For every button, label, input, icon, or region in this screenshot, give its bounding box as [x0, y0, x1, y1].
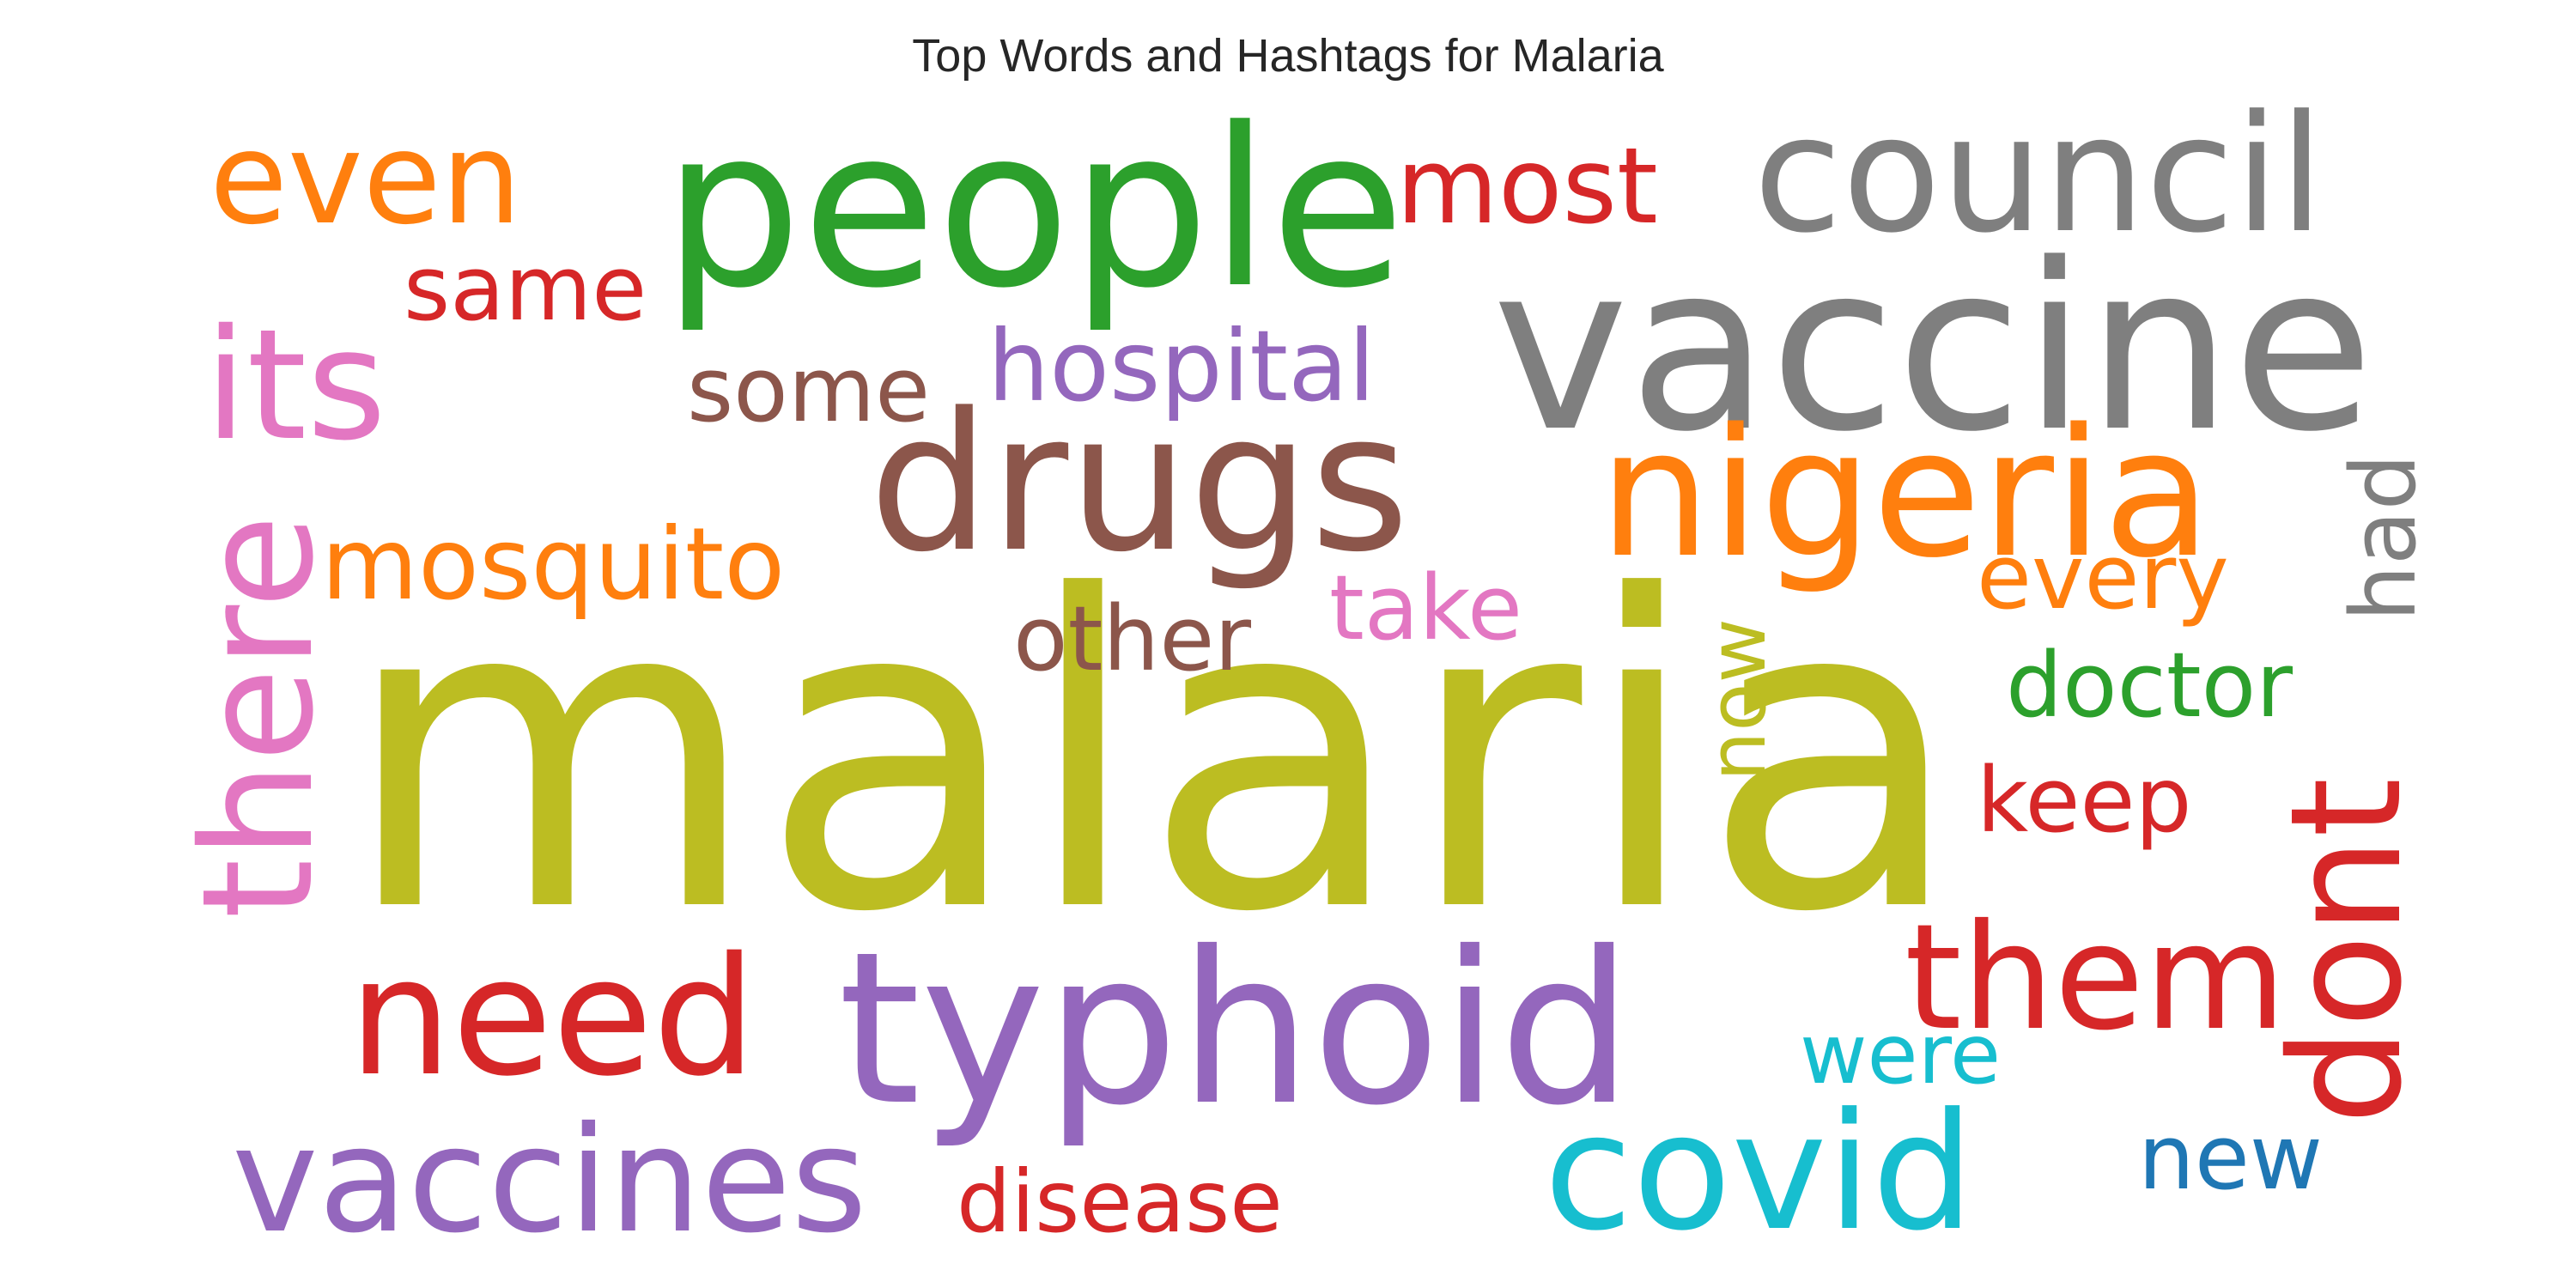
word-there: there — [169, 514, 347, 919]
word-vaccine: vaccine — [1492, 215, 2374, 483]
word-other: other — [1013, 586, 1252, 691]
word-some: some — [687, 337, 931, 442]
word-covid: covid — [1544, 1078, 1975, 1267]
word-were: were — [1800, 1006, 2001, 1103]
word-drugs: drugs — [869, 373, 1410, 594]
word-had: had — [2331, 453, 2436, 622]
word-people: people — [663, 82, 1406, 337]
word-same: same — [404, 236, 647, 341]
word-doctor: doctor — [2006, 633, 2293, 738]
word-most: most — [1396, 125, 1658, 247]
word-council: council — [1753, 81, 2324, 269]
word-keep: keep — [1977, 748, 2192, 853]
word-its: its — [204, 296, 386, 474]
word-nigeria: nigeria — [1599, 391, 2212, 597]
word-them: them — [1905, 893, 2287, 1063]
word-new: new — [2138, 1105, 2323, 1210]
word-hospital: hospital — [987, 309, 1376, 423]
chart-title: Top Words and Hashtags for Malaria — [912, 30, 1664, 82]
word-need: need — [349, 922, 756, 1112]
word-disease: disease — [957, 1151, 1283, 1252]
word-even: even — [210, 105, 522, 252]
word-now: now — [1692, 618, 1783, 781]
word-every: every — [1977, 525, 2229, 629]
word-typhoid: typhoid — [838, 907, 1633, 1151]
word-take: take — [1329, 556, 1523, 660]
word-malaria: malaria — [342, 506, 1965, 1005]
word-vaccines: vaccines — [232, 1096, 867, 1266]
word-mosquito: mosquito — [321, 507, 786, 623]
word-dont: dont — [2257, 777, 2435, 1126]
